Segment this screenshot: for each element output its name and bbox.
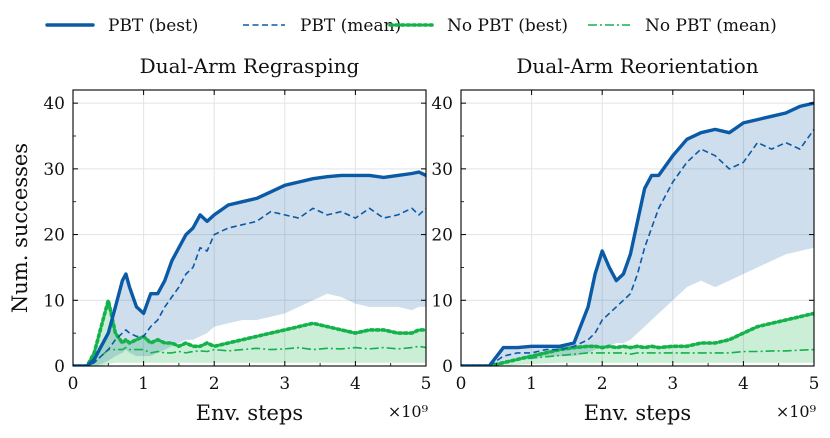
panel-reorientation: 0 1 2 3 4 5 0 10 20 30 40 Dual-Arm Reorientation Env… [431, 54, 819, 425]
y-tick-label: 20 [43, 226, 65, 246]
band-pbt-range [73, 172, 426, 366]
legend: PBT (best) PBT (mean) No PBT (best) No PBT … [45, 16, 777, 36]
series-line-pbt-mean [73, 207, 426, 366]
series-line-no-pbt-best [461, 311, 814, 366]
x-tick-label: 1 [526, 374, 537, 394]
series-line-no-pbt-mean [461, 348, 814, 366]
plot-area [73, 170, 426, 366]
x-axis-multiplier: ×10⁹ [776, 402, 817, 421]
chart-title: Dual-Arm Reorientation [516, 54, 758, 78]
series-line-no-pbt-best [73, 298, 426, 366]
x-tick-label: 1 [138, 374, 149, 394]
x-tick-label: 0 [456, 374, 467, 394]
x-tick-label: 4 [350, 374, 361, 394]
x-axis-multiplier: ×10⁹ [388, 402, 429, 421]
x-tick-label: 3 [279, 374, 290, 394]
band-pbt-range [461, 103, 814, 366]
legend-label-no-pbt-mean: No PBT (mean) [645, 16, 777, 36]
panel-regrasping: 0 1 2 3 4 5 0 10 20 30 40 Dual-Arm Regrasping Env. s… [8, 54, 431, 425]
legend-item-pbt-best: PBT (best) [45, 16, 198, 36]
x-tick-label: 0 [68, 374, 79, 394]
legend-item-no-pbt-mean: No PBT (mean) [588, 16, 777, 36]
x-axis-label: Env. steps [196, 401, 303, 425]
series-line-no-pbt-mean [73, 345, 426, 366]
y-tick-label: 30 [431, 160, 453, 180]
legend-label-pbt-mean: PBT (mean) [300, 16, 401, 36]
chart-title: Dual-Arm Regrasping [140, 54, 360, 78]
x-tick-label: 5 [809, 374, 820, 394]
x-tick-label: 3 [667, 374, 678, 394]
legend-label-pbt-best: PBT (best) [108, 16, 198, 36]
y-tick-label: 10 [431, 291, 453, 311]
y-tick-label: 20 [431, 226, 453, 246]
y-tick-label: 40 [431, 94, 453, 114]
x-tick-label: 2 [209, 374, 220, 394]
y-tick-label: 40 [43, 94, 65, 114]
series-line-pbt-best [461, 101, 814, 366]
y-tick-label: 0 [442, 357, 453, 377]
legend-item-pbt-mean: PBT (mean) [243, 16, 401, 36]
series-line-pbt-best [73, 170, 426, 366]
plot-area [461, 101, 814, 366]
series-line-pbt-mean [461, 128, 814, 366]
y-axis-label: Num. successes [8, 143, 32, 313]
x-tick-label: 2 [597, 374, 608, 394]
x-axis-label: Env. steps [584, 401, 691, 425]
ticks: 0 1 2 3 4 5 0 10 20 30 40 [43, 90, 431, 394]
x-tick-label: 4 [738, 374, 749, 394]
legend-label-no-pbt-best: No PBT (best) [447, 16, 568, 36]
y-tick-label: 30 [43, 160, 65, 180]
y-tick-label: 10 [43, 291, 65, 311]
legend-item-no-pbt-best: No PBT (best) [388, 16, 568, 36]
ticks: 0 1 2 3 4 5 0 10 20 30 40 [431, 90, 819, 394]
y-tick-label: 0 [54, 357, 65, 377]
x-tick-label: 5 [421, 374, 432, 394]
band-no-pbt-range [73, 300, 426, 366]
